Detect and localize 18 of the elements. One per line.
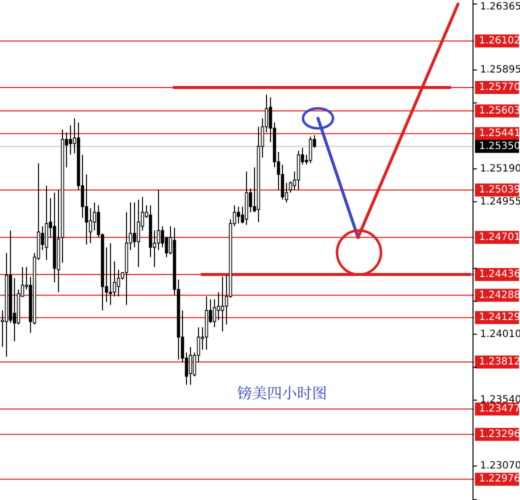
ref-line-label: 1.25603	[479, 105, 520, 116]
y-tick-label: 1.25895	[480, 64, 520, 76]
ref-line-label: 1.23296	[479, 428, 520, 440]
ref-line-label: 1.25039	[479, 184, 520, 196]
ref-line-label: 1.25441	[479, 128, 520, 140]
ref-line-label: 1.24129	[479, 312, 520, 324]
ref-line-label: 1.24288	[479, 290, 520, 301]
ref-line-label: 1.22976	[479, 474, 520, 485]
ref-line-label: 1.25350	[479, 140, 520, 152]
ref-line-label: 1.24701	[479, 232, 520, 243]
annotation: 镑美四小时图	[236, 382, 328, 404]
ref-line-label: 1.23477	[479, 404, 520, 414]
ref-line-label: 1.26102	[479, 35, 520, 46]
ref-line-label: 1.25770	[479, 82, 520, 93]
y-tick-label: 1.26365	[480, 2, 520, 12]
y-tick-label: 1.24955	[480, 196, 520, 208]
ref-line-label: 1.24436	[479, 269, 520, 280]
ref-line-label: 1.23812	[479, 356, 520, 368]
